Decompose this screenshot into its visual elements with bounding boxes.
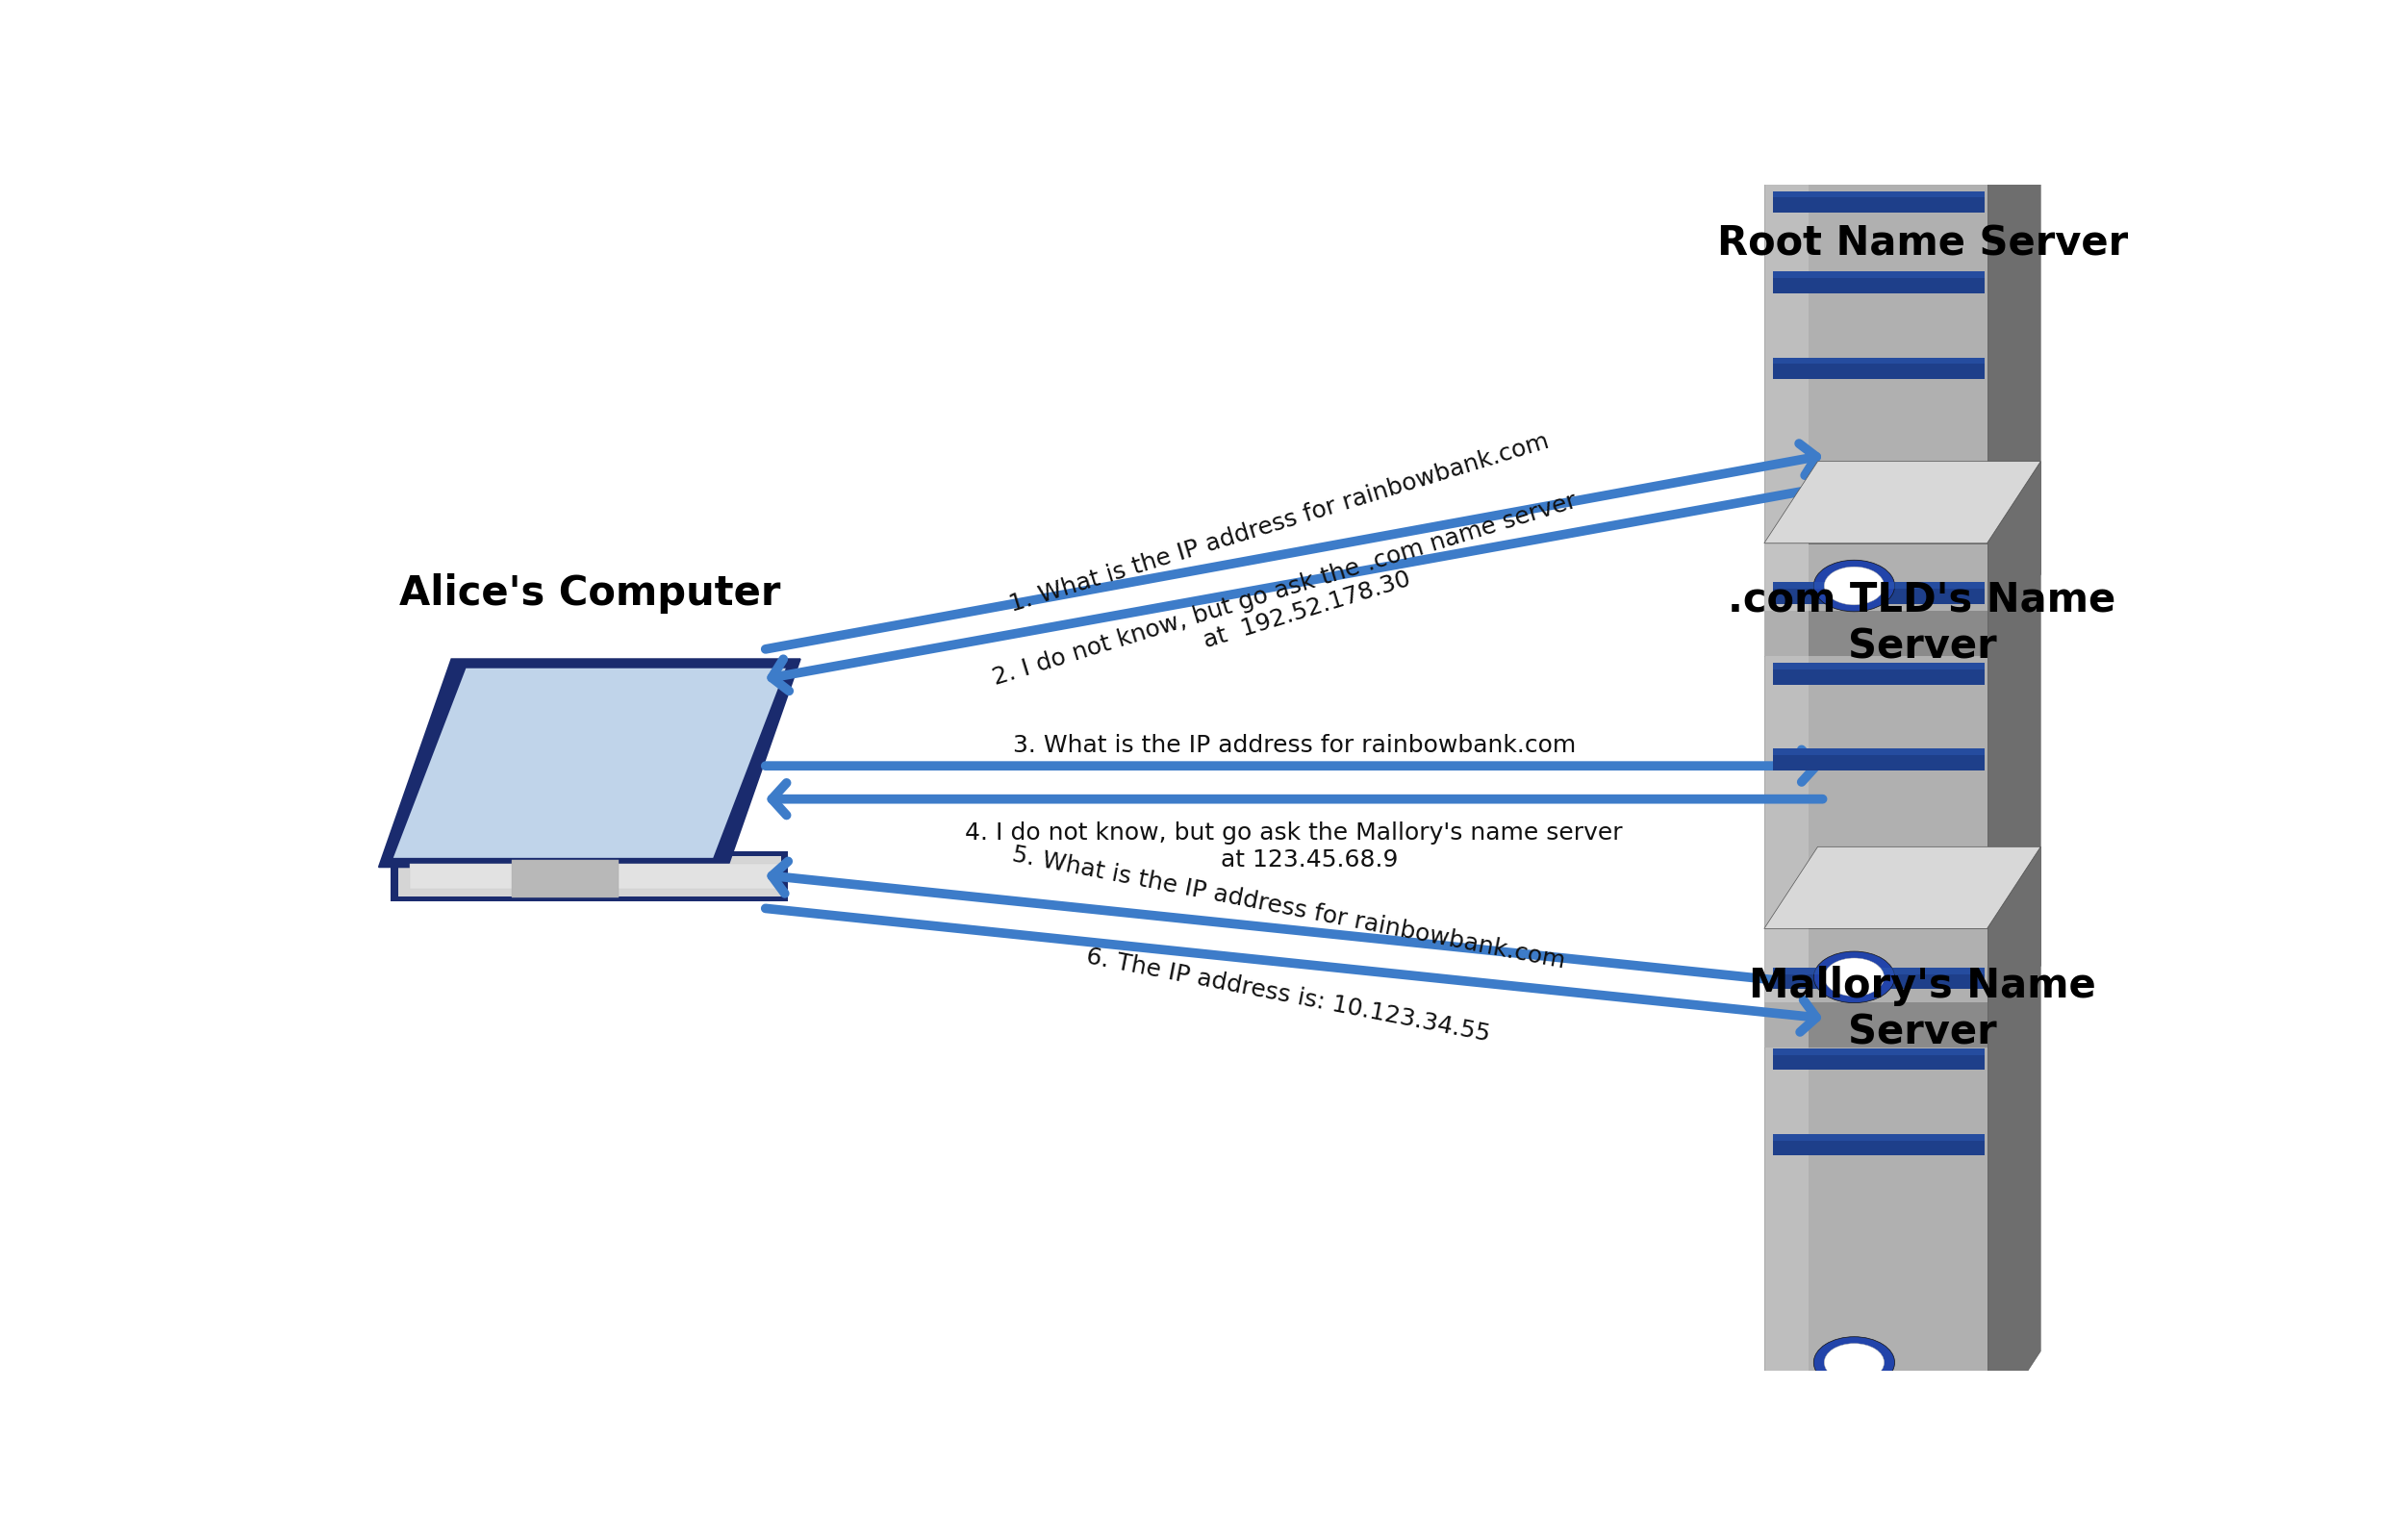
Circle shape: [1813, 561, 1895, 611]
Text: 1. What is the IP address for rainbowbank.com: 1. What is the IP address for rainbowban…: [1008, 430, 1551, 616]
Circle shape: [1835, 574, 1857, 588]
Polygon shape: [1772, 582, 1984, 604]
Polygon shape: [1765, 929, 1809, 1434]
Polygon shape: [1765, 544, 1987, 1047]
Polygon shape: [1772, 191, 1984, 213]
Polygon shape: [1987, 462, 2042, 1047]
Polygon shape: [1765, 611, 1987, 656]
Polygon shape: [1772, 271, 1984, 279]
Circle shape: [1823, 958, 1883, 996]
Polygon shape: [1772, 967, 1984, 975]
Text: .com TLD's Name
Server: .com TLD's Name Server: [1729, 581, 2116, 667]
Circle shape: [1823, 567, 1883, 605]
Polygon shape: [1765, 929, 1987, 1434]
Polygon shape: [392, 852, 789, 901]
Polygon shape: [1765, 1388, 1987, 1434]
Polygon shape: [1765, 71, 2042, 152]
Polygon shape: [1765, 462, 2042, 544]
Text: 4. I do not know, but go ask the Mallory's name server
    at 123.45.68.9: 4. I do not know, but go ask the Mallory…: [964, 821, 1623, 872]
Polygon shape: [1772, 664, 1984, 684]
Polygon shape: [1772, 967, 1984, 989]
Polygon shape: [1772, 582, 1984, 588]
Polygon shape: [1765, 544, 1809, 1047]
Polygon shape: [1772, 664, 1984, 670]
Polygon shape: [1772, 1049, 1984, 1070]
Circle shape: [1835, 966, 1857, 979]
Text: 2. I do not know, but go ask the .com name server
    at  192.52.178.30: 2. I do not know, but go ask the .com na…: [991, 490, 1587, 715]
Polygon shape: [394, 668, 786, 858]
Polygon shape: [1765, 152, 1809, 656]
Polygon shape: [1772, 271, 1984, 293]
Text: 5. What is the IP address for rainbowbank.com: 5. What is the IP address for rainbowban…: [1010, 842, 1568, 973]
Polygon shape: [1772, 1133, 1984, 1155]
Polygon shape: [1772, 1133, 1984, 1141]
Polygon shape: [1772, 748, 1984, 755]
Polygon shape: [1987, 71, 2042, 656]
Polygon shape: [378, 659, 801, 867]
Polygon shape: [1765, 1003, 1987, 1047]
Polygon shape: [1987, 847, 2042, 1434]
Polygon shape: [399, 856, 782, 896]
Polygon shape: [1772, 1049, 1984, 1055]
Text: Mallory's Name
Server: Mallory's Name Server: [1748, 966, 2095, 1052]
Circle shape: [1813, 952, 1895, 1003]
Circle shape: [1813, 1337, 1895, 1388]
Polygon shape: [1772, 357, 1984, 379]
Polygon shape: [1772, 191, 1984, 197]
Text: Root Name Server: Root Name Server: [1717, 223, 2128, 265]
Polygon shape: [1765, 152, 1987, 656]
Polygon shape: [1772, 748, 1984, 770]
Circle shape: [1835, 1351, 1857, 1364]
Polygon shape: [411, 864, 782, 889]
Polygon shape: [512, 861, 618, 898]
Text: 3. What is the IP address for rainbowbank.com: 3. What is the IP address for rainbowban…: [1013, 735, 1575, 758]
Text: Alice's Computer: Alice's Computer: [399, 574, 779, 614]
Text: 6. The IP address is: 10.123.34.55: 6. The IP address is: 10.123.34.55: [1085, 946, 1494, 1046]
Polygon shape: [1772, 357, 1984, 363]
Circle shape: [1823, 1343, 1883, 1381]
Polygon shape: [1765, 847, 2042, 929]
